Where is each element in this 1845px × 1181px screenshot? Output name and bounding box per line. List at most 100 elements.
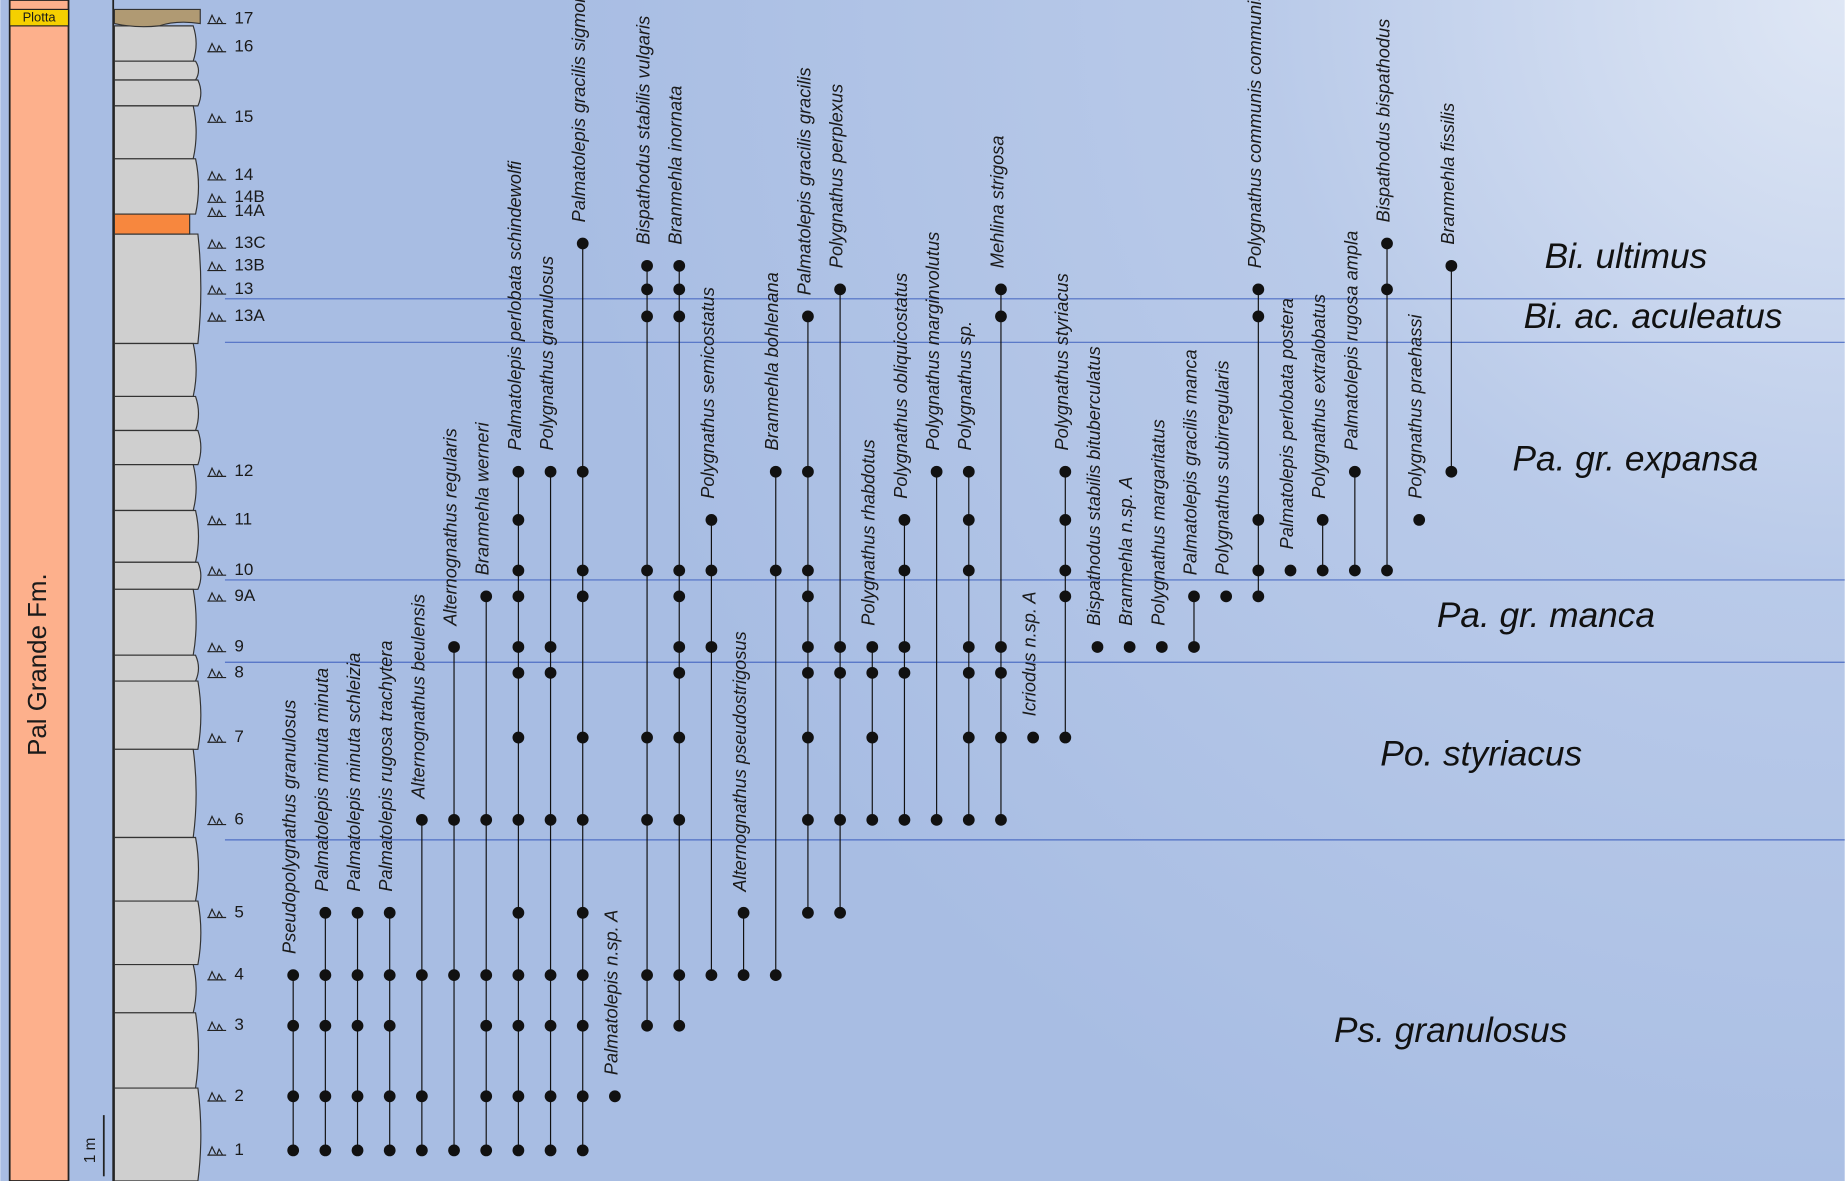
occurrence (319, 1144, 332, 1157)
sample-label: 17 (234, 8, 253, 27)
unit-box (9, 8, 70, 27)
bed (113, 79, 202, 107)
taxon-name: Polygnathus communis communis (1244, 0, 1265, 268)
occurrence (448, 813, 460, 826)
occurrence (673, 1019, 686, 1032)
occurrence (1445, 259, 1458, 272)
sample-icon (207, 238, 227, 249)
bed (113, 963, 197, 1014)
occurrence (544, 465, 557, 478)
occurrence (576, 1019, 589, 1032)
sample-icon (207, 466, 227, 477)
occurrence (1381, 237, 1393, 250)
occurrence (673, 283, 686, 296)
occurrence (673, 969, 686, 982)
sample-icon (207, 170, 227, 181)
occurrence (898, 641, 911, 653)
occurrence (1155, 641, 1168, 653)
taxon-name: Polygnathus margaritatus (1147, 419, 1168, 626)
occurrence (673, 666, 686, 679)
occurrence (866, 813, 879, 826)
occurrence (995, 641, 1007, 653)
occurrence (512, 1019, 525, 1032)
occurrence (1381, 564, 1393, 577)
sample-label: 7 (234, 727, 243, 746)
sample-icon (207, 814, 227, 826)
occurrence (512, 641, 525, 653)
sample-label: 15 (234, 107, 253, 126)
occurrence (834, 813, 846, 826)
bed (113, 1087, 202, 1181)
occurrence (641, 283, 653, 296)
occurrence (673, 564, 686, 577)
occurrence (834, 641, 846, 653)
taxon-name: Mehlina strigosa (986, 136, 1007, 269)
sample-label: 5 (234, 902, 243, 921)
occurrence (1252, 590, 1265, 603)
occurrence (576, 906, 589, 919)
occurrence (1188, 590, 1200, 603)
occurrence (866, 666, 879, 679)
occurrence (898, 813, 911, 826)
occurrence (1381, 283, 1393, 296)
zone-label: Ps. granulosus (1334, 1011, 1567, 1050)
occurrence (383, 969, 396, 982)
occurrence (512, 906, 525, 919)
occurrence (544, 1144, 557, 1157)
occurrence (834, 283, 846, 296)
taxon-name: Bispathodus bispathodus (1372, 19, 1393, 223)
occurrence (705, 969, 718, 982)
occurrence (641, 1019, 653, 1032)
occurrence (1123, 641, 1136, 653)
occurrence (512, 564, 525, 577)
formation-label: Pal Grande Fm. (24, 573, 52, 756)
occurrence (1220, 590, 1233, 603)
occurrence (898, 666, 911, 679)
occurrence (1059, 731, 1072, 744)
zone-label: Po. styriacus (1380, 735, 1582, 774)
sample-label: 2 (234, 1086, 243, 1105)
taxon-ranges: Pseudopolygnathus granulosus Palmatolepis… (279, 0, 1458, 1157)
taxon-name: Polygnathus styriacus (1051, 273, 1072, 450)
sample-icon (207, 13, 227, 25)
occurrence (576, 1090, 589, 1103)
occurrence (1252, 514, 1265, 526)
occurrence (930, 813, 943, 826)
occurrence (448, 641, 460, 653)
occurrence (351, 1019, 364, 1032)
occurrence (383, 1144, 396, 1157)
occurrence (802, 813, 814, 826)
occurrence (962, 731, 975, 744)
occurrence (512, 590, 525, 603)
occurrence (802, 590, 814, 603)
occurrence (448, 1144, 460, 1157)
taxon-name: Polygnathus sp. (954, 321, 975, 451)
sample-icon (207, 907, 227, 919)
taxon-name: Branmehla bohlenana (761, 272, 782, 450)
bed (113, 509, 200, 563)
occurrence (995, 813, 1007, 826)
sample-icon (207, 1145, 227, 1156)
taxon-name: Polygnathus rhabdotus (858, 439, 879, 625)
occurrence (1252, 310, 1265, 323)
occurrence (544, 969, 557, 982)
formation-column (8, 0, 70, 1181)
taxon-name: Polygnathus semicostatus (697, 287, 718, 499)
occurrence (319, 1019, 332, 1032)
sample-label: 13A (234, 306, 265, 325)
occurrence (415, 1090, 428, 1103)
occurrence (641, 564, 653, 577)
occurrence (866, 731, 879, 744)
occurrence (962, 813, 975, 826)
occurrence (962, 514, 975, 526)
occurrence (383, 1019, 396, 1032)
taxon-name: Palmatolepis gracilis manca (1179, 349, 1200, 575)
taxon-name: Palmatolepis gracilis gracilis (793, 67, 814, 295)
bed (113, 561, 202, 590)
scale-label: 1 m (82, 1138, 99, 1163)
taxon-name: Polygnathus subirregularis (1212, 361, 1233, 576)
occurrence (705, 641, 718, 653)
occurrence (480, 590, 493, 603)
occurrence (1316, 514, 1329, 526)
